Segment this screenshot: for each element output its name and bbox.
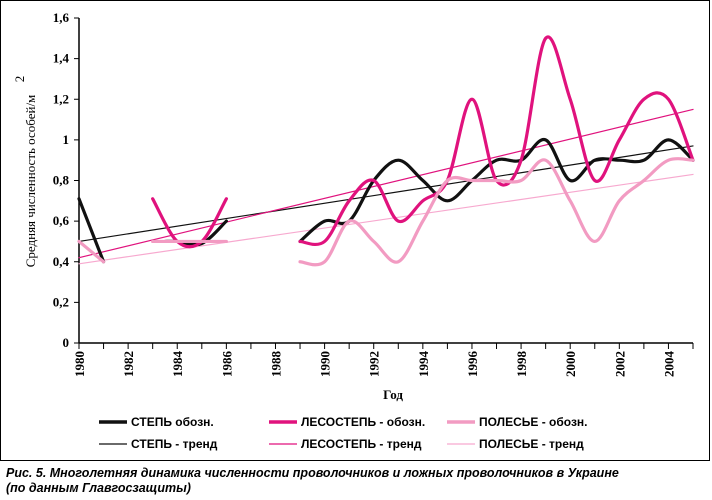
x-axis-title: Год (383, 387, 403, 402)
y-tick-label: 1,6 (53, 10, 70, 25)
x-tick-label: 1994 (416, 351, 431, 378)
y-tick-label: 0 (63, 335, 70, 350)
y-tick-label: 0,4 (53, 254, 70, 269)
x-tick-label: 1980 (72, 351, 87, 377)
x-tick-label: 1986 (219, 351, 234, 378)
legend-label: ЛЕСОСТЕПЬ - обозн. (301, 415, 425, 429)
figure-caption: Рис. 5. Многолетняя динамика численности… (6, 466, 706, 496)
series-line (298, 157, 695, 267)
series-line (77, 239, 106, 264)
legend-label: ПОЛЕСЬЕ - обозн. (479, 415, 588, 429)
chart-frame: 0 0,2 0,4 0,6 0,8 1 1,2 1,4 1,6 1980 1982 1984 1986 1… (0, 0, 710, 461)
legend-label: СТЕПЬ - тренд (131, 437, 218, 451)
y-tick-label: 1,4 (53, 51, 70, 66)
x-tick-label: 1988 (268, 351, 283, 378)
x-tick-label: 1984 (170, 351, 185, 378)
y-tick-label: 0,6 (53, 213, 70, 228)
x-tick-label: 2000 (563, 351, 578, 377)
series-line (298, 138, 695, 244)
x-tick-label: 1990 (318, 351, 333, 377)
y-axis-title: Средняя численность особей/м (23, 95, 38, 268)
line-chart: 0 0,2 0,4 0,6 0,8 1 1,2 1,4 1,6 1980 1982 1984 1986 1… (12, 10, 695, 451)
series-line (78, 173, 694, 265)
x-tick-label: 2002 (612, 351, 627, 377)
legend-label: ПОЛЕСЬЕ - тренд (479, 437, 584, 451)
caption-line-2: (по данным Главгосзащиты) (6, 481, 191, 495)
x-tick-label: 1982 (121, 351, 136, 377)
y-tick-label: 0,8 (53, 173, 70, 188)
y-tick-label: 0,2 (53, 294, 69, 309)
legend-label: ЛЕСОСТЕПЬ - тренд (301, 437, 422, 451)
y-axis-title-superscript: 2 (12, 76, 27, 83)
series-line (77, 197, 106, 264)
series-line (151, 197, 228, 249)
x-tick-label: 2004 (661, 351, 676, 378)
x-tick-label: 1992 (367, 351, 382, 377)
y-tick-label: 1 (63, 132, 70, 147)
x-tick-label: 1996 (465, 351, 480, 378)
legend-label: СТЕПЬ обозн. (131, 415, 214, 429)
series-line (298, 35, 695, 247)
series-line (78, 108, 694, 259)
x-tick-label: 1998 (514, 351, 529, 378)
y-tick-label: 1,2 (53, 91, 69, 106)
caption-line-1: Рис. 5. Многолетняя динамика численности… (6, 466, 619, 480)
